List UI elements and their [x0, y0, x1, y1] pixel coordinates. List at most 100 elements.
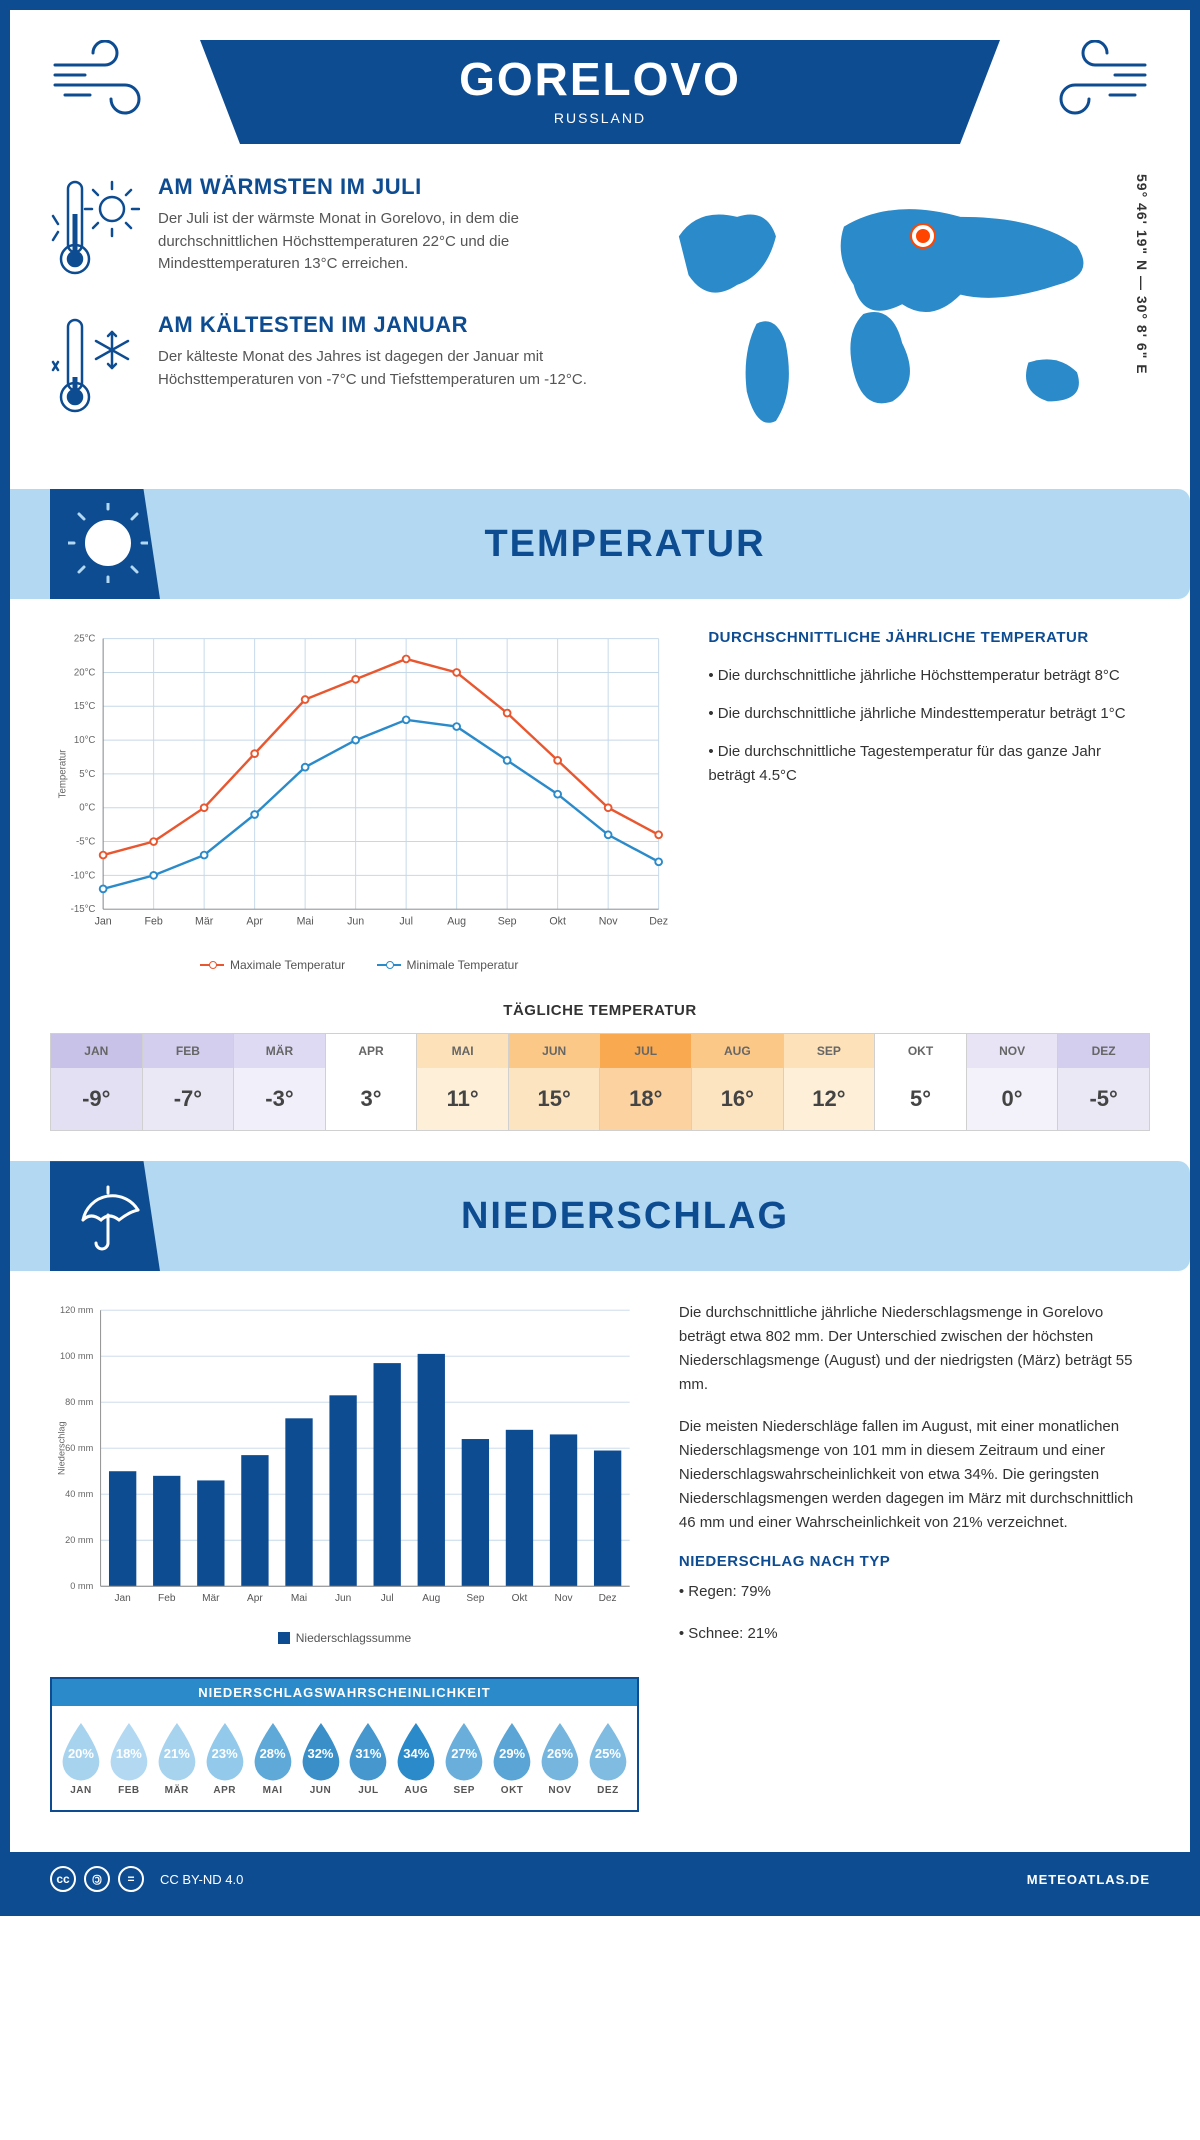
daily-cell: DEZ-5°: [1058, 1034, 1149, 1130]
prob-cell: 28%MAI: [250, 1720, 296, 1796]
temperature-row: -15°C-10°C-5°C0°C5°C10°C15°C20°C25°CJanF…: [50, 629, 1150, 972]
prob-cell: 18%FEB: [106, 1720, 152, 1796]
svg-text:Dez: Dez: [599, 1593, 617, 1604]
thermometer-sun-icon: [50, 174, 140, 284]
svg-text:5°C: 5°C: [79, 769, 95, 780]
top-section: AM WÄRMSTEN IM JULI Der Juli ist der wär…: [50, 174, 1150, 459]
svg-text:Jun: Jun: [347, 916, 364, 928]
by-icon: 🄯: [84, 1866, 110, 1892]
svg-text:Mär: Mär: [202, 1593, 220, 1604]
daily-cell: MAI11°: [417, 1034, 509, 1130]
precip-p1: Die durchschnittliche jährliche Niedersc…: [679, 1301, 1150, 1397]
daily-temp-title: TÄGLICHE TEMPERATUR: [50, 1002, 1150, 1019]
daily-cell: JUL18°: [600, 1034, 692, 1130]
svg-text:Aug: Aug: [422, 1593, 440, 1604]
svg-text:Jun: Jun: [335, 1593, 351, 1604]
page: GORELOVO RUSSLAND: [0, 0, 1200, 1916]
fact-cold-title: AM KÄLTESTEN IM JANUAR: [158, 312, 610, 338]
svg-text:-15°C: -15°C: [71, 904, 96, 915]
precip-type-title: NIEDERSCHLAG NACH TYP: [679, 1553, 1150, 1570]
prob-cell: 27%SEP: [441, 1720, 487, 1796]
svg-text:Nov: Nov: [555, 1593, 574, 1604]
daily-cell: JAN-9°: [51, 1034, 143, 1130]
daily-cell: AUG16°: [692, 1034, 784, 1130]
svg-text:Okt: Okt: [549, 916, 566, 928]
wind-icon-right: [1030, 40, 1150, 120]
fact-warmest: AM WÄRMSTEN IM JULI Der Juli ist der wär…: [50, 174, 610, 284]
svg-text:0°C: 0°C: [79, 803, 95, 814]
nd-icon: =: [118, 1866, 144, 1892]
world-map-svg: [640, 174, 1126, 454]
sun-icon: [68, 503, 148, 583]
daily-cell: JUN15°: [509, 1034, 601, 1130]
section-title-precip: NIEDERSCHLAG: [180, 1195, 1190, 1238]
daily-cell: MÄR-3°: [234, 1034, 326, 1130]
temp-summary-title: DURCHSCHNITTLICHE JÄHRLICHE TEMPERATUR: [708, 629, 1150, 646]
svg-text:Feb: Feb: [144, 916, 162, 928]
daily-cell: APR3°: [326, 1034, 418, 1130]
svg-text:-5°C: -5°C: [76, 836, 95, 847]
precip-type-b2: • Schnee: 21%: [679, 1622, 1150, 1646]
svg-text:Nov: Nov: [599, 916, 619, 928]
svg-text:Jul: Jul: [399, 916, 413, 928]
svg-text:20°C: 20°C: [74, 667, 96, 678]
svg-text:Okt: Okt: [512, 1593, 528, 1604]
svg-text:Jan: Jan: [95, 916, 112, 928]
svg-text:60 mm: 60 mm: [65, 1443, 93, 1453]
fact-cold-text: Der kälteste Monat des Jahres ist dagege…: [158, 346, 610, 391]
cc-icon: cc: [50, 1866, 76, 1892]
prob-cell: 29%OKT: [489, 1720, 535, 1796]
svg-text:Niederschlag: Niederschlag: [57, 1422, 67, 1476]
prob-cell: 26%NOV: [537, 1720, 583, 1796]
umbrella-icon: [68, 1175, 148, 1255]
svg-text:Jul: Jul: [381, 1593, 394, 1604]
svg-text:100 mm: 100 mm: [60, 1351, 94, 1361]
precip-type-b1: • Regen: 79%: [679, 1580, 1150, 1604]
temp-bullet-3: • Die durchschnittliche Tagestemperatur …: [708, 740, 1150, 788]
section-banner-precip: NIEDERSCHLAG: [10, 1161, 1190, 1271]
prob-cell: 23%APR: [202, 1720, 248, 1796]
svg-text:80 mm: 80 mm: [65, 1397, 93, 1407]
fact-coldest: AM KÄLTESTEN IM JANUAR Der kälteste Mona…: [50, 312, 610, 422]
section-banner-temperature: TEMPERATUR: [10, 489, 1190, 599]
svg-text:15°C: 15°C: [74, 701, 96, 712]
legend-max-label: Maximale Temperatur: [230, 958, 345, 972]
svg-text:40 mm: 40 mm: [65, 1489, 93, 1499]
svg-text:Mai: Mai: [291, 1593, 307, 1604]
footer: cc 🄯 = CC BY-ND 4.0 METEOATLAS.DE: [10, 1852, 1190, 1906]
daily-cell: NOV0°: [967, 1034, 1059, 1130]
svg-text:Sep: Sep: [466, 1593, 484, 1604]
title-ribbon: GORELOVO RUSSLAND: [200, 40, 1000, 144]
license-block: cc 🄯 = CC BY-ND 4.0: [50, 1866, 243, 1892]
svg-text:10°C: 10°C: [74, 735, 96, 746]
temperature-summary: DURCHSCHNITTLICHE JÄHRLICHE TEMPERATUR •…: [708, 629, 1150, 972]
city-title: GORELOVO: [220, 52, 980, 106]
temperature-chart: -15°C-10°C-5°C0°C5°C10°C15°C20°C25°CJanF…: [50, 629, 668, 972]
fact-warm-text: Der Juli ist der wärmste Monat in Gorelo…: [158, 208, 610, 276]
precip-row: 0 mm20 mm40 mm60 mm80 mm100 mm120 mmJanF…: [50, 1301, 1150, 1812]
prob-cell: 31%JUL: [345, 1720, 391, 1796]
thermometer-snow-icon: [50, 312, 140, 422]
prob-title: NIEDERSCHLAGSWAHRSCHEINLICHKEIT: [52, 1679, 637, 1706]
precip-legend: Niederschlagssumme: [50, 1631, 639, 1647]
prob-cell: 20%JAN: [58, 1720, 104, 1796]
daily-cell: OKT5°: [875, 1034, 967, 1130]
wind-icon-left: [50, 40, 170, 120]
prob-cell: 34%AUG: [393, 1720, 439, 1796]
daily-cell: FEB-7°: [143, 1034, 235, 1130]
svg-text:Aug: Aug: [447, 916, 466, 928]
svg-text:-10°C: -10°C: [71, 870, 96, 881]
daily-temp-table: JAN-9°FEB-7°MÄR-3°APR3°MAI11°JUN15°JUL18…: [50, 1033, 1150, 1131]
license-label: CC BY-ND 4.0: [160, 1872, 243, 1887]
fact-warm-title: AM WÄRMSTEN IM JULI: [158, 174, 610, 200]
precip-probability-box: NIEDERSCHLAGSWAHRSCHEINLICHKEIT 20%JAN18…: [50, 1677, 639, 1812]
temp-bullet-1: • Die durchschnittliche jährliche Höchst…: [708, 664, 1150, 688]
precip-summary: Die durchschnittliche jährliche Niedersc…: [679, 1301, 1150, 1812]
temp-bullet-2: • Die durchschnittliche jährliche Mindes…: [708, 702, 1150, 726]
svg-text:Dez: Dez: [649, 916, 668, 928]
svg-text:Sep: Sep: [498, 916, 517, 928]
precip-p2: Die meisten Niederschläge fallen im Augu…: [679, 1415, 1150, 1535]
svg-text:Mär: Mär: [195, 916, 214, 928]
svg-text:20 mm: 20 mm: [65, 1535, 93, 1545]
svg-text:Jan: Jan: [114, 1593, 130, 1604]
